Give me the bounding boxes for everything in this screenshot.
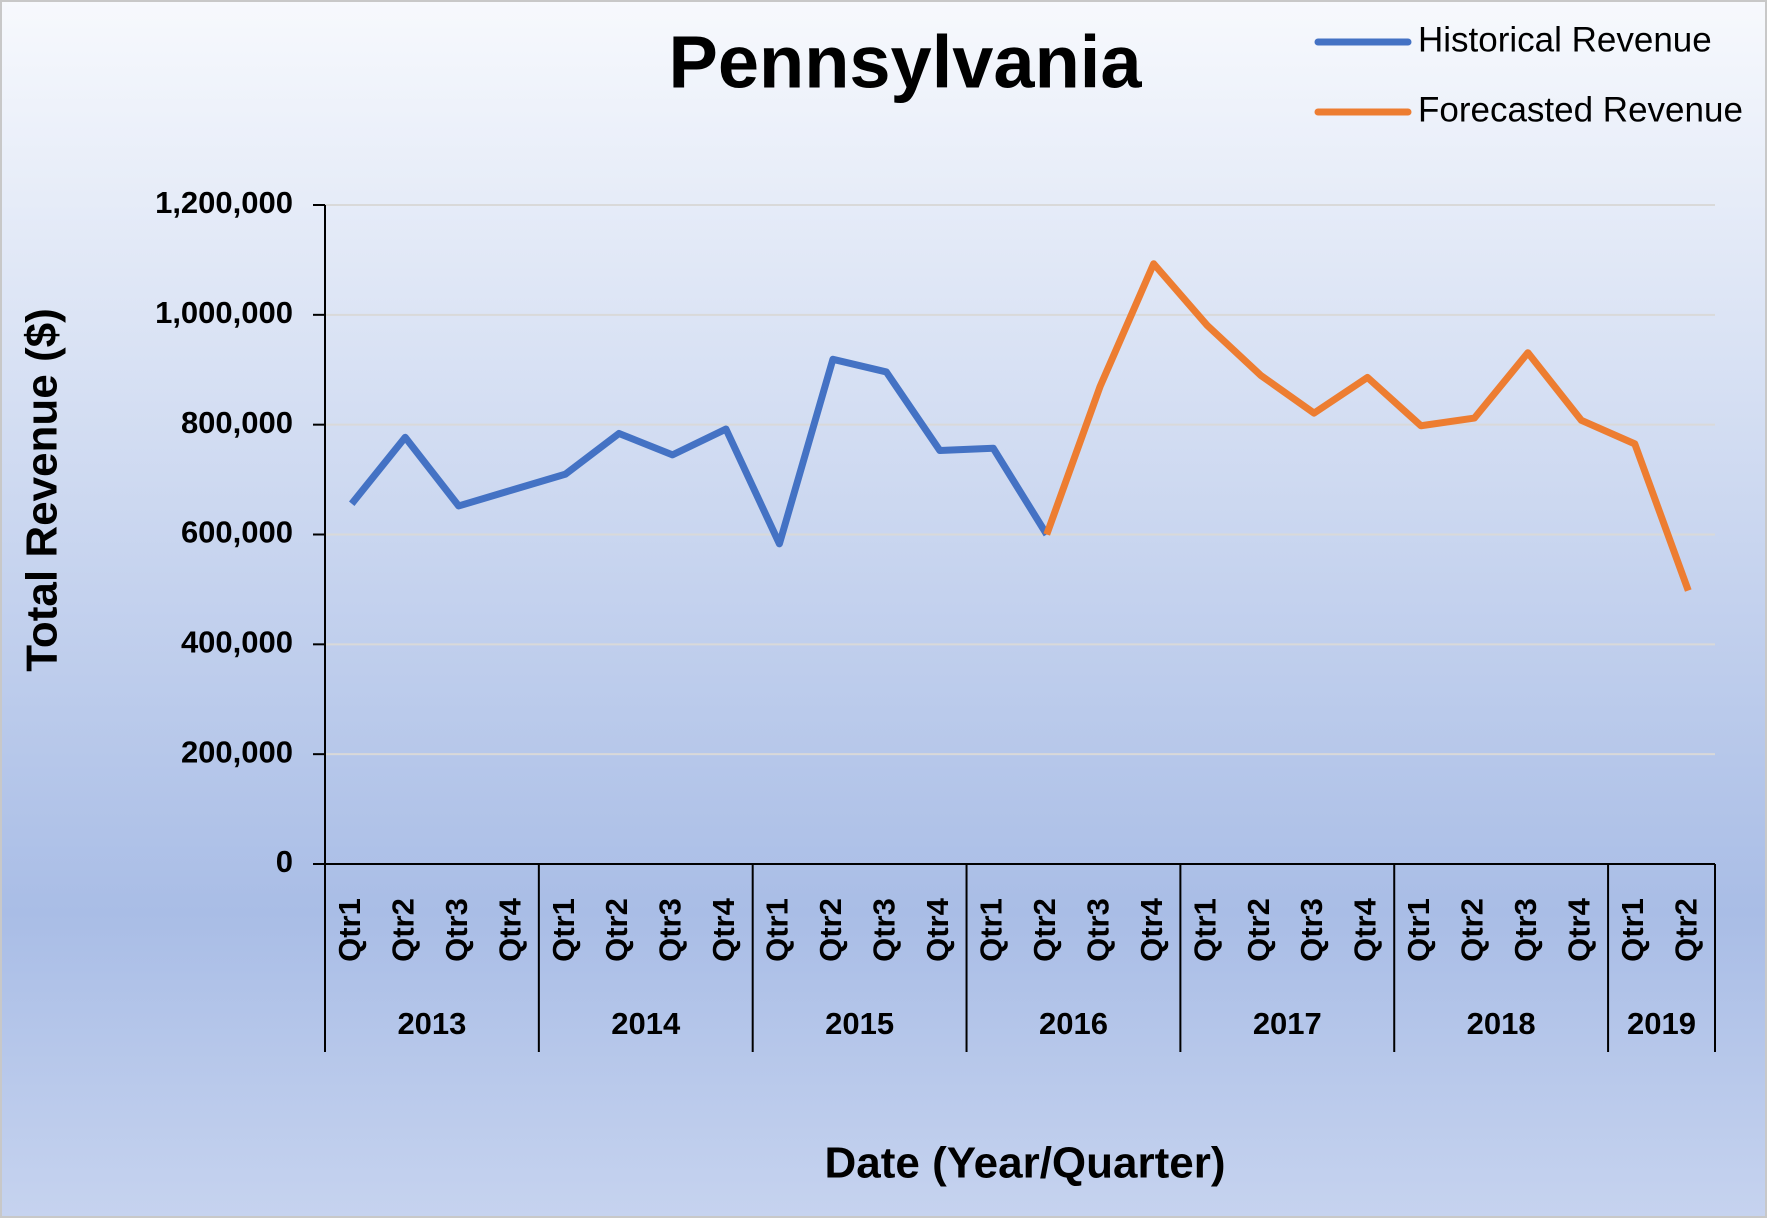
x-tick-label: Qtr4 bbox=[706, 897, 741, 962]
y-tick-label: 1,200,000 bbox=[155, 185, 293, 220]
x-tick-label: Qtr3 bbox=[1508, 898, 1543, 962]
year-label: 2019 bbox=[1627, 1006, 1696, 1041]
year-label: 2017 bbox=[1253, 1006, 1322, 1041]
x-tick-label: Qtr3 bbox=[867, 898, 902, 962]
y-tick-label: 600,000 bbox=[181, 515, 293, 550]
y-axis-title: Total Revenue ($) bbox=[18, 308, 67, 671]
y-tick-label: 0 bbox=[276, 844, 293, 879]
year-label: 2018 bbox=[1467, 1006, 1536, 1041]
legend-label: Forecasted Revenue bbox=[1418, 90, 1743, 129]
x-tick-label: Qtr1 bbox=[1187, 898, 1222, 962]
year-label: 2015 bbox=[825, 1006, 894, 1041]
x-tick-label: Qtr1 bbox=[973, 898, 1008, 962]
x-tick-label: Qtr1 bbox=[1401, 898, 1436, 962]
x-tick-label: Qtr3 bbox=[439, 898, 474, 962]
x-tick-label: Qtr2 bbox=[1027, 898, 1062, 962]
x-tick-label: Qtr4 bbox=[1348, 897, 1383, 962]
x-tick-label: Qtr4 bbox=[1562, 897, 1597, 962]
x-tick-label: Qtr2 bbox=[1241, 898, 1276, 962]
x-tick-label: Qtr4 bbox=[492, 897, 527, 962]
y-tick-label: 400,000 bbox=[181, 625, 293, 660]
x-tick-label: Qtr2 bbox=[813, 898, 848, 962]
x-tick-label: Qtr3 bbox=[1080, 898, 1115, 962]
y-tick-label: 1,000,000 bbox=[155, 295, 293, 330]
x-axis-title: Date (Year/Quarter) bbox=[824, 1139, 1225, 1188]
x-tick-label: Qtr2 bbox=[1668, 898, 1703, 962]
x-tick-label: Qtr4 bbox=[1134, 897, 1169, 962]
year-label: 2014 bbox=[611, 1006, 681, 1041]
series-line bbox=[1043, 260, 1692, 592]
chart-title: Pennsylvania bbox=[668, 21, 1142, 104]
x-tick-label: Qtr2 bbox=[385, 898, 420, 962]
x-tick-label: Qtr2 bbox=[599, 898, 634, 962]
x-tick-label: Qtr1 bbox=[546, 898, 581, 962]
y-tick-label: 200,000 bbox=[181, 734, 293, 769]
x-tick-label: Qtr1 bbox=[332, 898, 367, 962]
x-tick-label: Qtr2 bbox=[1455, 898, 1490, 962]
x-tick-label: Qtr3 bbox=[653, 898, 688, 962]
legend-label: Historical Revenue bbox=[1418, 20, 1712, 59]
x-tick-label: Qtr4 bbox=[920, 897, 955, 962]
x-tick-label: Qtr3 bbox=[1294, 898, 1329, 962]
x-tick-label: Qtr1 bbox=[760, 898, 795, 962]
y-tick-label: 800,000 bbox=[181, 405, 293, 440]
x-tick-label: Qtr1 bbox=[1615, 898, 1650, 962]
year-label: 2016 bbox=[1039, 1006, 1108, 1041]
year-label: 2013 bbox=[397, 1006, 466, 1041]
series-line bbox=[349, 355, 1050, 548]
